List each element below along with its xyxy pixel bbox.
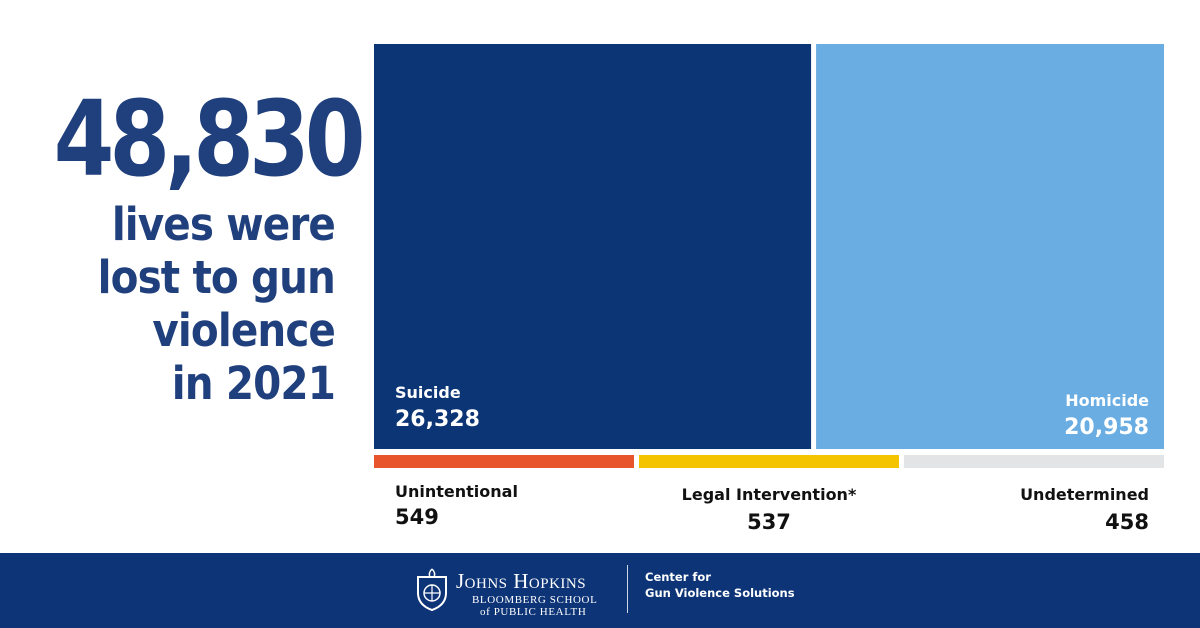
headline-line-2: lost to gun [97, 251, 336, 304]
label-homicide: Homicide [1065, 391, 1149, 410]
label-undetermined: Undetermined [1020, 485, 1149, 504]
center-name-line-1: Center for [645, 570, 711, 584]
headline-line-4: in 2021 [171, 357, 336, 410]
bar-suicide [374, 44, 812, 449]
johns-hopkins-logo: Johns Hopkins BLOOMBERG SCHOOL of PUBLIC… [414, 565, 624, 619]
bar-legal-intervention [639, 455, 899, 468]
school-name-line-2: of PUBLIC HEALTH [480, 606, 587, 618]
headline: 48,830 lives were lost to gun violence i… [0, 78, 366, 410]
university-name: Johns Hopkins [456, 569, 587, 593]
logo-divider [627, 565, 628, 613]
treemap-chart: Suicide 26,328 Homicide 20,958 Unintentional… [374, 44, 1164, 534]
total-deaths-number: 48,830 [53, 78, 366, 200]
label-unintentional: Unintentional [395, 482, 518, 501]
school-name-line-1: BLOOMBERG SCHOOL [472, 594, 598, 606]
headline-line-1: lives were [111, 198, 336, 251]
university-shield-icon [417, 568, 447, 611]
value-legal-intervention: 537 [747, 510, 791, 534]
center-name-line-2: Gun Violence Solutions [645, 586, 795, 600]
label-suicide: Suicide [395, 383, 461, 402]
headline-line-3: violence [152, 304, 335, 357]
bar-homicide [816, 44, 1164, 449]
footer-bar: Johns Hopkins BLOOMBERG SCHOOL of PUBLIC… [0, 553, 1200, 628]
value-undetermined: 458 [1105, 510, 1149, 534]
value-suicide: 26,328 [395, 407, 480, 432]
bar-undetermined [904, 455, 1164, 468]
center-name: Center for Gun Violence Solutions [645, 569, 795, 601]
bar-unintentional [374, 455, 634, 468]
value-homicide: 20,958 [1064, 415, 1149, 440]
value-unintentional: 549 [395, 505, 439, 529]
label-legal-intervention: Legal Intervention* [682, 485, 857, 504]
